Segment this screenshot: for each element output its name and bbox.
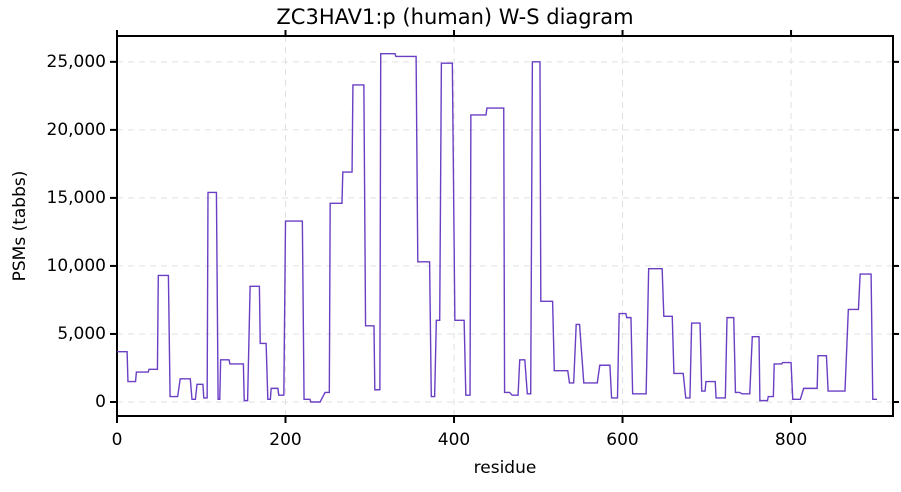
y-tick-label: 10,000 — [47, 256, 106, 276]
x-tick-label: 400 — [438, 430, 470, 450]
y-axis-label: PSMs (tabbs) — [10, 171, 30, 282]
x-tick-label: 200 — [269, 430, 301, 450]
x-tick-label: 800 — [775, 430, 807, 450]
x-axis-label: residue — [474, 458, 537, 478]
y-tick-label: 15,000 — [47, 188, 106, 208]
x-tick-label: 600 — [606, 430, 638, 450]
chart-title: ZC3HAV1:p (human) W-S diagram — [276, 5, 633, 29]
y-tick-label: 5,000 — [57, 324, 106, 344]
plot-frame — [116, 35, 894, 417]
y-tick-label: 0 — [95, 392, 106, 412]
x-tick-label: 0 — [112, 430, 123, 450]
data-line — [117, 52, 877, 403]
y-tick-label: 20,000 — [47, 120, 106, 140]
y-tick-label: 25,000 — [47, 52, 106, 72]
